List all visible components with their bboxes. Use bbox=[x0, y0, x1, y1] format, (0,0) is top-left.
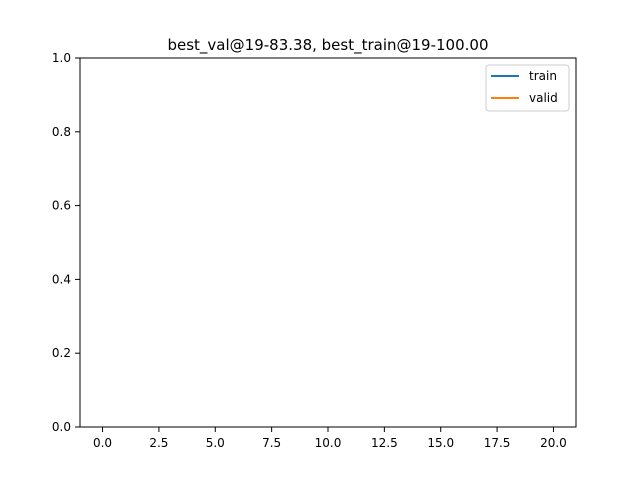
x-tick-label: 2.5 bbox=[149, 436, 168, 450]
x-tick-label: 0.0 bbox=[93, 436, 112, 450]
x-axis: 0.0 2.5 5.0 7.5 10.0 12.5 15.0 17.5 20.0 bbox=[93, 427, 567, 450]
x-tick-label: 15.0 bbox=[427, 436, 454, 450]
y-tick-label: 0.8 bbox=[52, 125, 71, 139]
chart-title: best_val@19-83.38, best_train@19-100.00 bbox=[167, 36, 488, 55]
y-tick-label: 0.2 bbox=[52, 346, 71, 360]
x-tick-label: 20.0 bbox=[540, 436, 567, 450]
y-tick-label: 1.0 bbox=[52, 51, 71, 65]
y-axis: 0.0 0.2 0.4 0.6 0.8 1.0 bbox=[52, 51, 80, 434]
x-tick-label: 12.5 bbox=[371, 436, 398, 450]
legend-label-valid: valid bbox=[529, 91, 558, 105]
y-tick-label: 0.4 bbox=[52, 272, 71, 286]
y-tick-label: 0.0 bbox=[52, 420, 71, 434]
legend-label-train: train bbox=[529, 69, 557, 83]
plot-area bbox=[80, 58, 576, 427]
legend: train valid bbox=[485, 64, 570, 112]
y-tick-label: 0.6 bbox=[52, 199, 71, 213]
plot-frame bbox=[79, 57, 577, 428]
x-tick-label: 10.0 bbox=[315, 436, 342, 450]
x-tick-label: 5.0 bbox=[206, 436, 225, 450]
x-tick-label: 7.5 bbox=[262, 436, 281, 450]
x-tick-label: 17.5 bbox=[484, 436, 511, 450]
